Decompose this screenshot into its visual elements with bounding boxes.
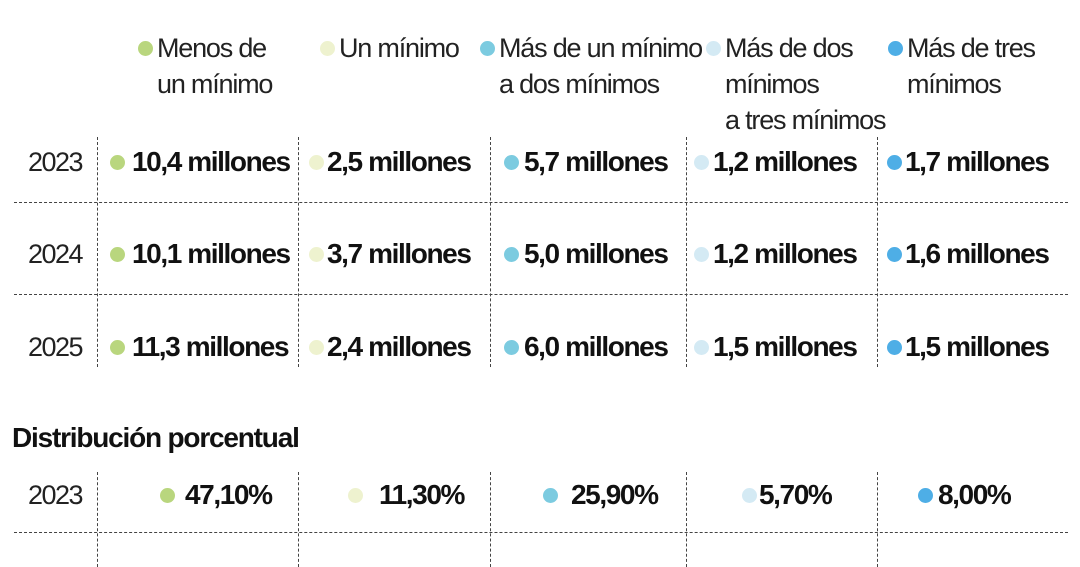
cell-value: 1,2 millones <box>713 238 858 269</box>
category-dot-icon <box>694 155 709 170</box>
legend-label-line1: Más de dos <box>725 33 854 63</box>
category-dot-icon <box>694 247 709 262</box>
cell-value: 3,7 millones <box>327 238 472 269</box>
legend-label-line2: un mínimo <box>157 69 273 99</box>
column-divider <box>686 137 687 367</box>
cell-value: 5,70% <box>759 479 833 510</box>
cell-value: 1,6 millones <box>905 238 1050 269</box>
legend-dot-icon <box>138 41 153 56</box>
column-divider <box>490 472 491 567</box>
cell-value: 47,10% <box>185 479 273 510</box>
legend-dot-icon <box>888 41 903 56</box>
cell-value: 25,90% <box>571 479 659 510</box>
legend-dot-icon <box>320 41 335 56</box>
cell-value: 11,30% <box>379 479 465 510</box>
cell-value: 2,4 millones <box>327 331 472 362</box>
row-year-label: 2023 <box>28 480 84 510</box>
category-dot-icon <box>309 340 324 355</box>
category-dot-icon <box>309 247 324 262</box>
column-divider <box>490 137 491 367</box>
category-dot-icon <box>110 340 125 355</box>
row-divider <box>14 294 1068 295</box>
cell-value: 1,5 millones <box>713 331 858 362</box>
column-divider <box>298 472 299 567</box>
legend-label-line1: Menos de <box>157 33 267 63</box>
row-divider <box>14 202 1068 203</box>
row-year-label: 2024 <box>28 239 84 269</box>
legend-dot-icon <box>706 41 721 56</box>
category-dot-icon <box>543 488 558 503</box>
category-dot-icon <box>504 155 519 170</box>
legend-label-line2: mínimos <box>725 69 820 99</box>
column-divider <box>686 472 687 567</box>
legend-label-line3: a tres mínimos <box>725 105 886 135</box>
cell-value: 5,7 millones <box>524 146 669 177</box>
category-dot-icon <box>887 340 902 355</box>
category-dot-icon <box>504 247 519 262</box>
column-divider <box>97 472 98 567</box>
legend-label-line1: Más de tres <box>907 33 1036 63</box>
category-dot-icon <box>504 340 519 355</box>
legend-label-line2: mínimos <box>907 69 1002 99</box>
cell-value: 1,2 millones <box>713 146 858 177</box>
category-dot-icon <box>918 488 933 503</box>
cell-value: 11,3 millones <box>132 331 290 362</box>
column-divider <box>298 137 299 367</box>
category-dot-icon <box>694 340 709 355</box>
category-dot-icon <box>160 488 175 503</box>
row-year-label: 2023 <box>28 147 84 177</box>
cell-value: 10,1 millones <box>132 238 291 269</box>
category-dot-icon <box>742 488 757 503</box>
cell-value: 5,0 millones <box>524 238 669 269</box>
column-divider <box>877 472 878 567</box>
row-year-label: 2025 <box>28 332 84 362</box>
category-dot-icon <box>309 155 324 170</box>
section-title: Distribución porcentual <box>12 422 300 453</box>
legend-dot-icon <box>480 41 495 56</box>
row-divider <box>14 532 1068 533</box>
category-dot-icon <box>887 247 902 262</box>
category-dot-icon <box>110 155 125 170</box>
cell-value: 1,7 millones <box>905 146 1050 177</box>
cell-value: 2,5 millones <box>327 146 472 177</box>
cell-value: 8,00% <box>938 479 1012 510</box>
legend-label-line1: Más de un mínimo <box>499 33 703 63</box>
column-divider <box>877 137 878 367</box>
cell-value: 6,0 millones <box>524 331 669 362</box>
cell-value: 10,4 millones <box>132 146 291 177</box>
column-divider <box>97 137 98 367</box>
category-dot-icon <box>887 155 902 170</box>
legend-label-line2: a dos mínimos <box>499 69 660 99</box>
legend-label-line1: Un mínimo <box>339 33 460 63</box>
category-dot-icon <box>110 247 125 262</box>
category-dot-icon <box>348 488 363 503</box>
cell-value: 1,5 millones <box>905 331 1050 362</box>
